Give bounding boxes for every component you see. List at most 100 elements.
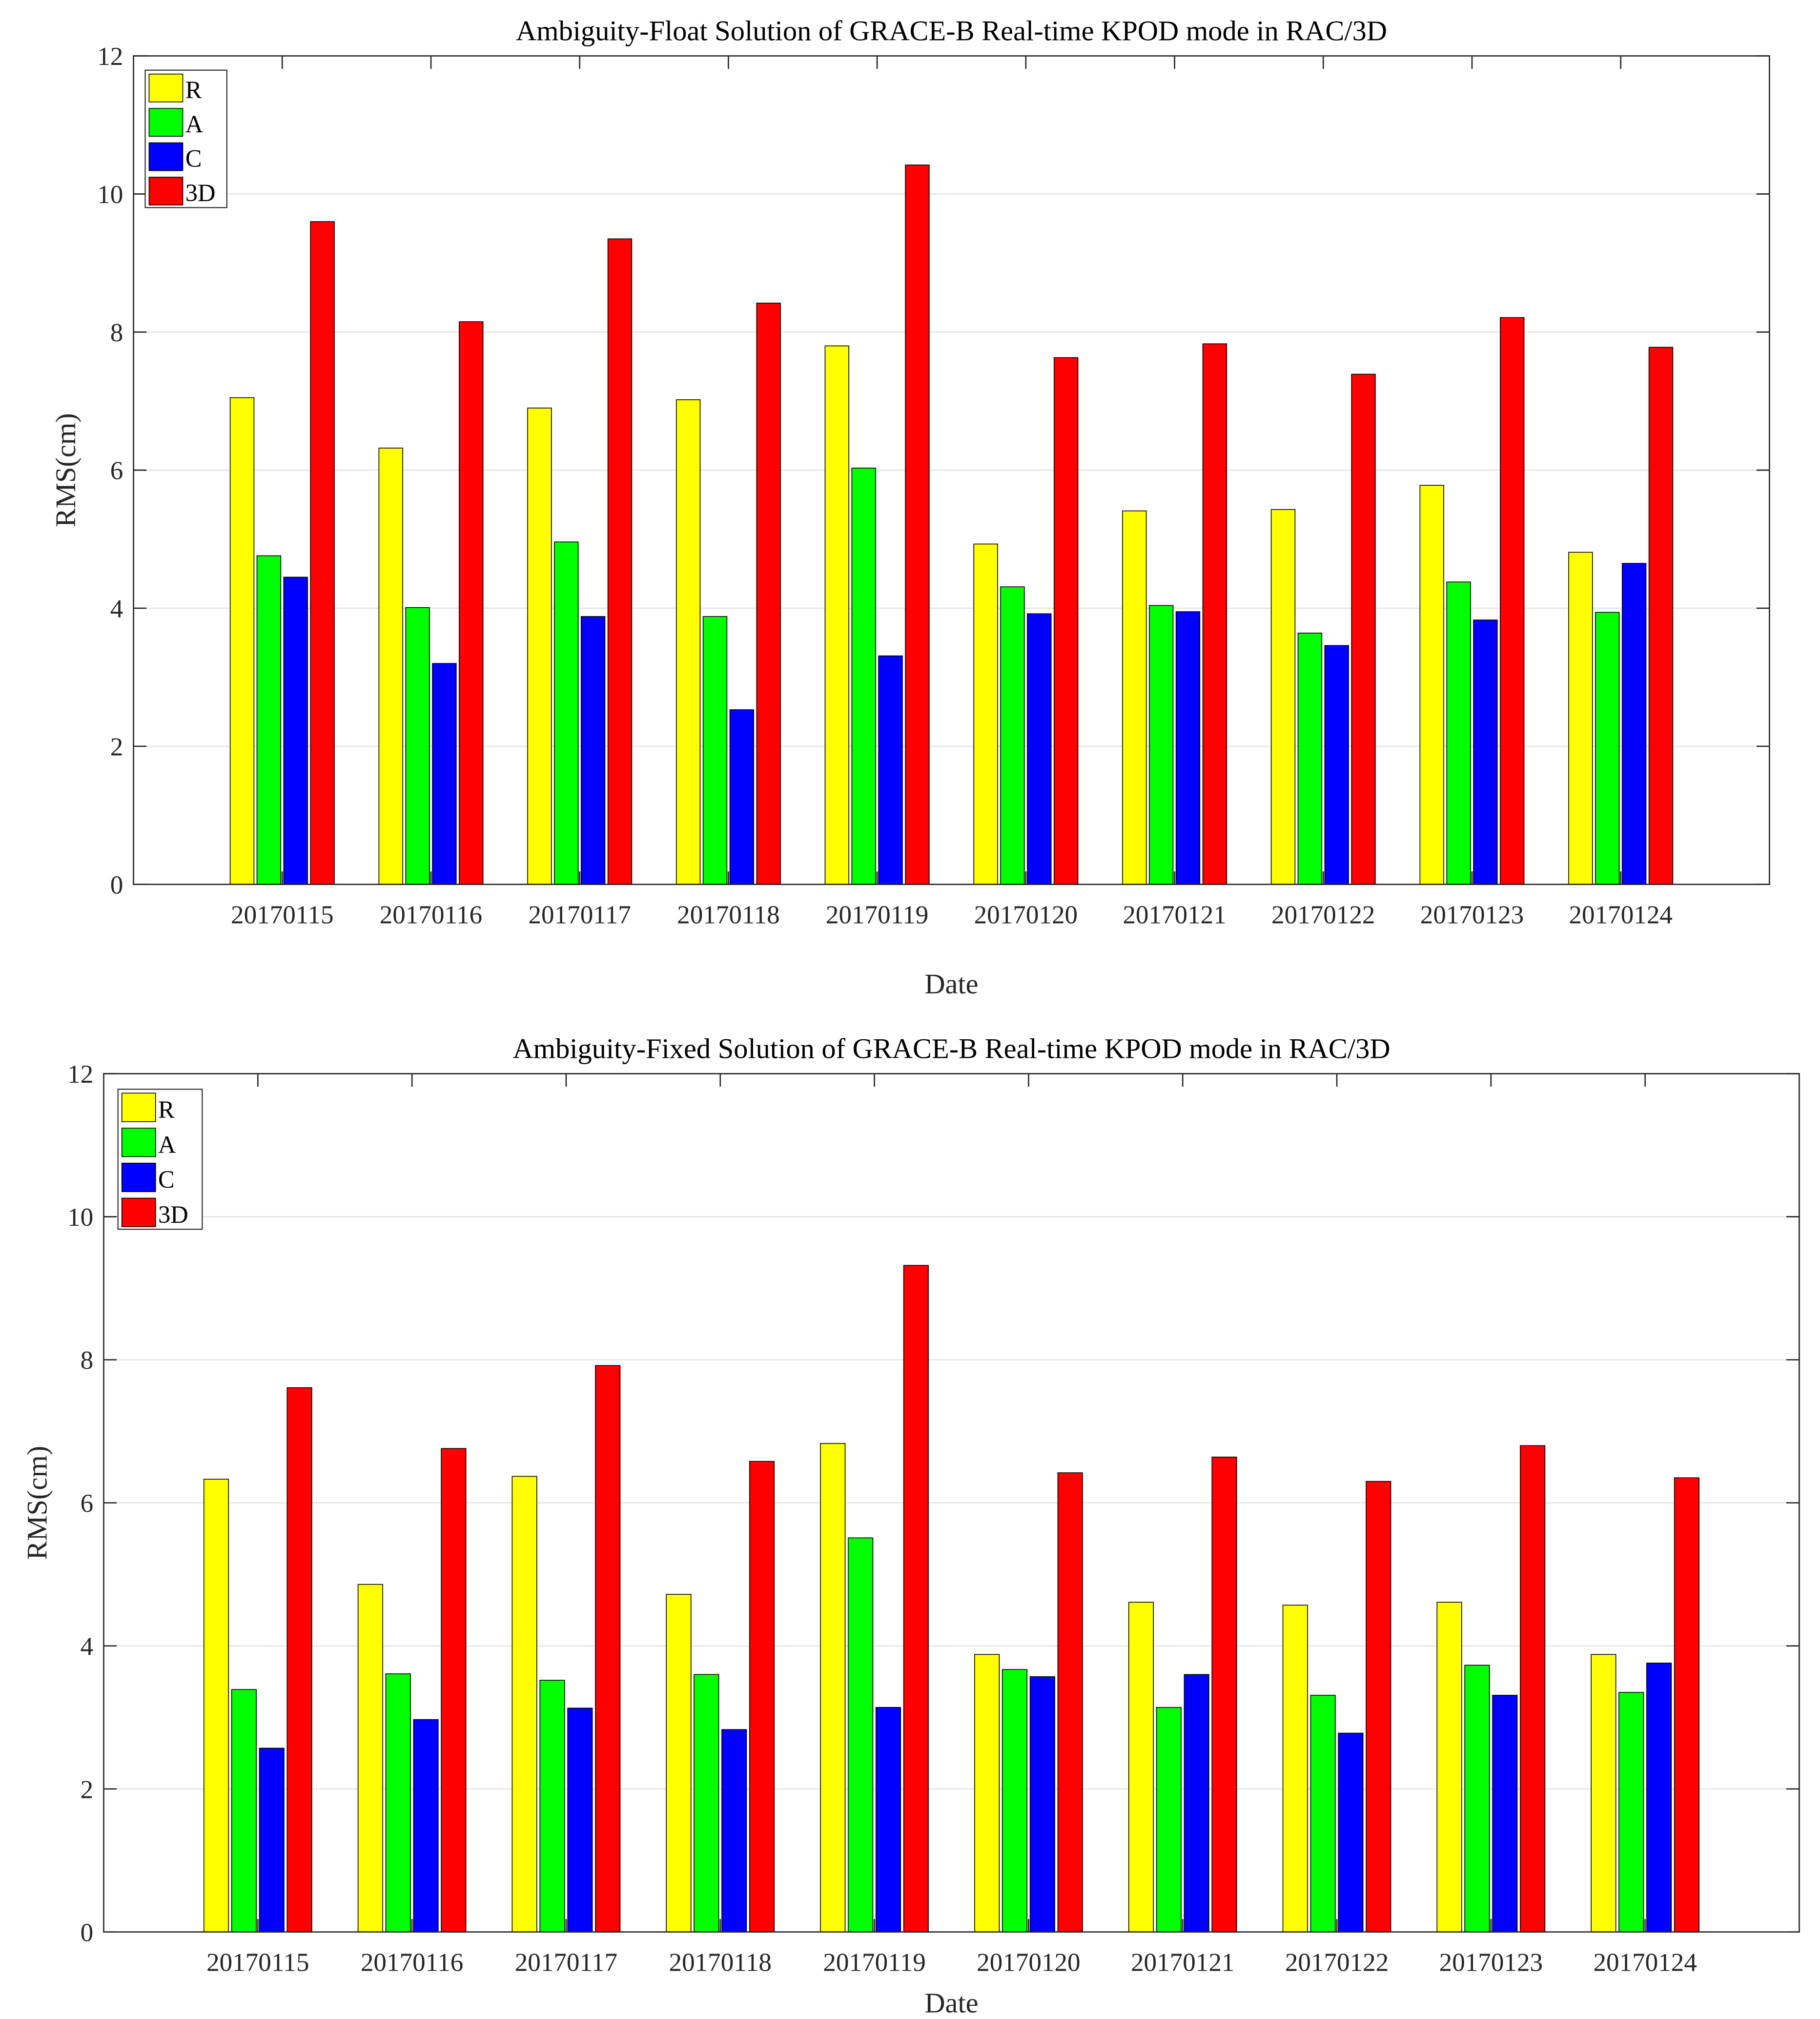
y-tick-label: 10 bbox=[97, 181, 123, 209]
bar-C-20170118 bbox=[721, 1729, 747, 1933]
legend-label-C: C bbox=[158, 1166, 175, 1193]
x-tick-label: 20170122 bbox=[1271, 901, 1375, 929]
axes-box bbox=[133, 55, 1770, 886]
bar-R-20170118 bbox=[666, 1594, 692, 1933]
y-tick-label: 4 bbox=[81, 1632, 94, 1661]
bar-A-20170115 bbox=[231, 1689, 257, 1933]
bar-C-20170120 bbox=[1029, 1676, 1055, 1933]
legend: RAC 3D bbox=[144, 69, 227, 208]
x-axis-label: Date bbox=[924, 1987, 978, 2019]
bar-C-20170116 bbox=[413, 1719, 439, 1933]
bar-A-20170117 bbox=[554, 541, 579, 885]
x-tick-label: 20170119 bbox=[826, 901, 928, 929]
bar-C-20170122 bbox=[1338, 1732, 1364, 1933]
bar-R-20170123 bbox=[1419, 485, 1444, 885]
bar-R-20170124 bbox=[1591, 1654, 1616, 1933]
y-tick-label: 8 bbox=[81, 1346, 94, 1375]
y-tick-label: 4 bbox=[110, 595, 123, 623]
bar-C-20170122 bbox=[1324, 645, 1349, 885]
bar-3D-20170120 bbox=[1057, 1472, 1083, 1933]
legend-swatch-R bbox=[148, 73, 184, 103]
bar-3D-20170123 bbox=[1500, 317, 1525, 885]
bar-A-20170119 bbox=[848, 1537, 874, 1933]
bar-A-20170115 bbox=[256, 555, 282, 885]
bar-A-20170116 bbox=[385, 1673, 411, 1933]
bar-A-20170116 bbox=[405, 607, 430, 885]
bar-3D-20170124 bbox=[1648, 347, 1674, 885]
bar-A-20170121 bbox=[1156, 1707, 1182, 1933]
legend-swatch-A bbox=[121, 1128, 156, 1157]
y-tick-label: 8 bbox=[110, 319, 123, 347]
bar-R-20170117 bbox=[527, 408, 552, 885]
x-tick-label: 20170119 bbox=[823, 1948, 925, 1977]
bar-C-20170121 bbox=[1184, 1674, 1209, 1933]
x-tick-label: 20170121 bbox=[1123, 901, 1226, 929]
bar-A-20170121 bbox=[1148, 605, 1174, 885]
bar-3D-20170124 bbox=[1674, 1477, 1700, 1933]
bar-R-20170118 bbox=[675, 399, 701, 885]
x-tick-label: 20170116 bbox=[361, 1948, 463, 1977]
bar-C-20170116 bbox=[432, 663, 457, 885]
legend-swatch-3D bbox=[121, 1197, 156, 1227]
bar-R-20170123 bbox=[1436, 1602, 1462, 1933]
bar-3D-20170121 bbox=[1202, 343, 1227, 885]
x-tick-label: 20170123 bbox=[1439, 1948, 1543, 1977]
x-axis-label: Date bbox=[924, 968, 978, 1000]
bar-A-20170120 bbox=[1000, 586, 1025, 885]
chart-title: Ambiguity-Fixed Solution of GRACE-B Real… bbox=[512, 1033, 1390, 1065]
legend-label-3D: 3D bbox=[158, 1201, 188, 1228]
bar-R-20170120 bbox=[974, 1654, 1000, 1933]
y-tick-label: 2 bbox=[110, 733, 123, 761]
bar-3D-20170119 bbox=[903, 1265, 929, 1933]
legend-label-A: A bbox=[158, 1131, 176, 1158]
bar-A-20170122 bbox=[1310, 1694, 1336, 1933]
bar-C-20170118 bbox=[729, 709, 755, 885]
bar-R-20170116 bbox=[357, 1584, 383, 1933]
chart-title: Ambiguity-Float Solution of GRACE-B Real… bbox=[516, 15, 1387, 47]
bar-3D-20170119 bbox=[905, 165, 930, 885]
y-tick-label: 0 bbox=[110, 871, 123, 899]
bar-C-20170119 bbox=[878, 655, 903, 885]
bar-C-20170117 bbox=[567, 1708, 593, 1933]
y-tick-label: 12 bbox=[97, 42, 123, 71]
y-tick-label: 6 bbox=[110, 457, 123, 485]
bar-3D-20170122 bbox=[1366, 1481, 1391, 1933]
bar-C-20170119 bbox=[875, 1707, 901, 1933]
x-tick-label: 20170123 bbox=[1420, 901, 1524, 929]
bar-C-20170115 bbox=[259, 1748, 285, 1933]
y-tick-label: 0 bbox=[81, 1918, 94, 1947]
x-tick-label: 20170117 bbox=[515, 1948, 617, 1977]
axes-box bbox=[103, 1073, 1800, 1933]
y-tick-label: 6 bbox=[81, 1489, 94, 1518]
bar-C-20170117 bbox=[580, 616, 606, 885]
bar-A-20170124 bbox=[1595, 612, 1620, 885]
legend-label-C: C bbox=[185, 145, 202, 172]
x-tick-label: 20170117 bbox=[528, 901, 631, 929]
legend-swatch-A bbox=[148, 108, 184, 137]
legend-swatch-R bbox=[121, 1092, 156, 1122]
y-tick-label: 12 bbox=[67, 1060, 93, 1089]
y-tick-label: 10 bbox=[67, 1203, 93, 1232]
bar-C-20170121 bbox=[1175, 611, 1201, 885]
bar-R-20170120 bbox=[973, 543, 998, 885]
legend-label-3D: 3D bbox=[185, 179, 216, 206]
bar-C-20170115 bbox=[283, 577, 308, 885]
bar-A-20170119 bbox=[851, 468, 876, 885]
y-axis-label: RMS(cm) bbox=[50, 413, 82, 527]
x-tick-label: 20170120 bbox=[977, 1948, 1080, 1977]
legend-label-A: A bbox=[185, 110, 204, 138]
legend-label-R: R bbox=[158, 1096, 175, 1123]
legend-swatch-C bbox=[148, 142, 184, 171]
legend-label-R: R bbox=[185, 76, 202, 103]
legend-swatch-C bbox=[121, 1162, 156, 1192]
bar-3D-20170122 bbox=[1351, 373, 1376, 885]
x-tick-label: 20170122 bbox=[1285, 1948, 1389, 1977]
bar-C-20170124 bbox=[1621, 563, 1647, 885]
x-tick-label: 20170118 bbox=[669, 1948, 772, 1977]
bar-A-20170123 bbox=[1464, 1665, 1490, 1933]
bar-3D-20170117 bbox=[595, 1365, 621, 1933]
chart-1: 0 2 4 6 8 10 12 20170115 20170116 20170117 2017011… bbox=[50, 15, 1770, 1000]
bar-R-20170119 bbox=[824, 345, 850, 885]
x-tick-label: 20170120 bbox=[974, 901, 1078, 929]
bar-A-20170118 bbox=[702, 616, 728, 885]
